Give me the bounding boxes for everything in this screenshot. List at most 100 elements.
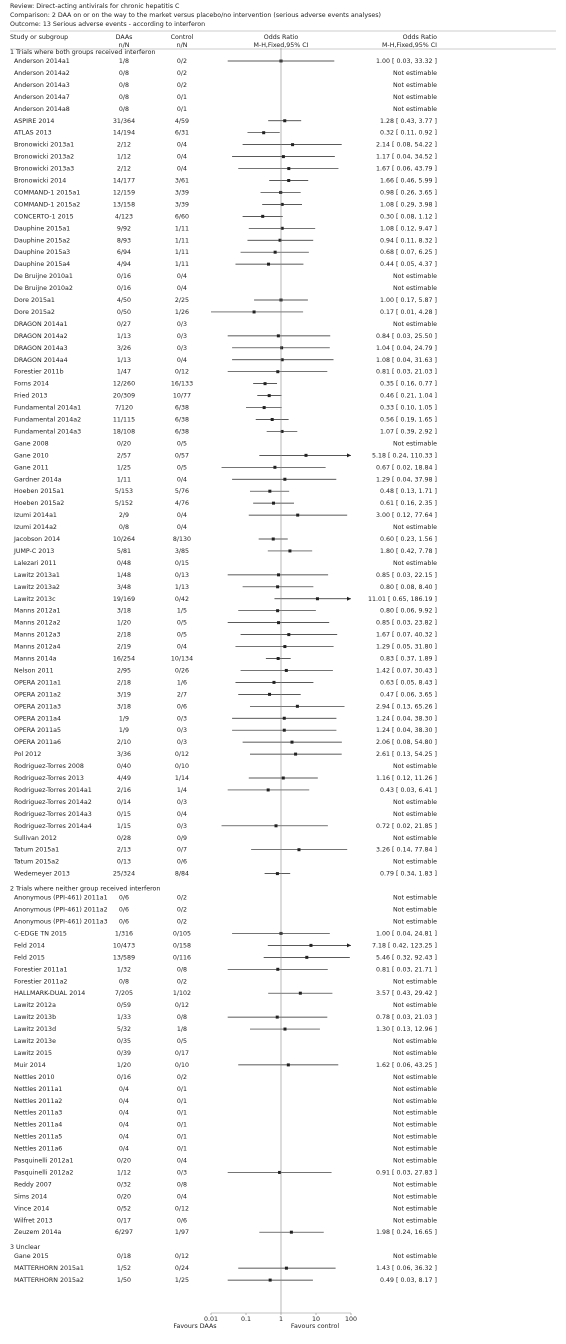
effect-label: Not estimable [393,811,437,818]
effect-label: 0.35 [ 0.16, 0.77 ] [380,381,437,388]
point-estimate [283,477,287,481]
point-estimate [252,310,256,314]
daa-events: 0/13 [117,859,131,866]
effect-label: Not estimable [393,919,437,926]
point-estimate [276,370,280,374]
point-estimate [279,190,283,194]
control-events: 0/4 [177,142,187,149]
effect-label: Not estimable [393,1122,437,1129]
effect-label: 0.80 [ 0.08, 8.40 ] [380,584,437,591]
effect-label: 0.68 [ 0.07, 6.25 ] [380,249,437,256]
control-events: 10/77 [173,393,191,400]
study-name: DRAGON 2014a2 [14,333,68,340]
control-events: 0/26 [175,667,189,674]
control-events: 1/5 [177,608,187,615]
effect-label: 0.80 [ 0.06, 9.92 ] [380,608,437,615]
daa-events: 0/8 [119,82,129,89]
col-daa: DAAs [116,34,133,41]
daa-events: 0/27 [117,321,131,328]
favours-right: Favours control [291,1323,339,1330]
point-estimate [262,406,266,410]
daa-events: 0/20 [117,1158,131,1165]
study-name: Reddy 2007 [14,1181,52,1188]
daa-events: 2/18 [117,632,131,639]
point-estimate [268,1278,272,1282]
control-events: 0/7 [177,847,187,854]
effect-label: Not estimable [393,106,437,113]
point-estimate [277,573,281,577]
study-name: De Bruijne 2010a1 [14,273,73,280]
effect-label: 1.67 [ 0.06, 43.79 ] [376,166,437,173]
daa-events: 0/4 [119,1110,129,1117]
study-name: Dore 2015a2 [14,309,55,316]
point-estimate [287,167,291,171]
control-events: 10/134 [171,656,193,663]
effect-label: 1.00 [ 0.17, 5.87 ] [380,297,437,304]
study-name: Manns 2012a4 [14,644,60,651]
effect-label: Not estimable [393,70,437,77]
study-name: Dore 2015a1 [14,297,55,304]
effect-label: 0.72 [ 0.02, 21.85 ] [376,823,437,830]
point-estimate [286,1063,290,1067]
control-events: 6/38 [175,428,189,435]
col-or: Odds Ratio [264,34,299,41]
daa-events: 1/9 [119,727,129,734]
control-events: 0/4 [177,1158,187,1165]
study-name: Manns 2012a1 [14,608,60,615]
point-estimate [280,226,284,230]
daa-events: 2/12 [117,142,131,149]
control-events: 0/12 [175,1253,189,1260]
col-ctl: Control [171,34,194,41]
control-events: 6/60 [175,213,189,220]
daa-events: 1/33 [117,1014,131,1021]
control-events: 0/4 [177,644,187,651]
point-estimate [288,549,292,553]
daa-events: 1/12 [117,154,131,161]
study-name: OPERA 2011a4 [14,715,61,722]
control-events: 0/1 [177,106,187,113]
study-name: Rodriguez-Torres 2014a4 [14,823,92,830]
study-name: Lawitz 2012a [14,1002,56,1009]
control-events: 1/6 [177,679,187,686]
study-name: Tatum 2015a1 [13,847,59,854]
daa-events: 2/16 [117,787,131,794]
ci-arrow [347,453,351,458]
study-name: MATTERHORN 2015a1 [14,1265,84,1272]
control-events: 0/4 [177,154,187,161]
point-estimate [291,143,295,147]
study-name: Anonymous (PPI-461) 2011a1 [14,895,108,902]
study-name: Nettles 2011a3 [14,1110,62,1117]
daa-events: 0/20 [117,440,131,447]
daa-events: 0/35 [117,1038,131,1045]
daa-events: 3/26 [117,345,131,352]
daa-events: 0/8 [119,106,129,113]
effect-label: 0.78 [ 0.03, 21.03 ] [376,1014,437,1021]
control-events: 0/3 [177,1169,187,1176]
point-estimate [282,728,286,732]
group-title: 2 Trials where neither group received in… [10,886,160,893]
control-events: 16/133 [171,381,193,388]
daa-events: 3/19 [117,691,131,698]
daa-events: 0/20 [117,1193,131,1200]
control-events: 5/76 [175,488,189,495]
outcome: Outcome: 13 Serious adverse events - acc… [10,21,205,28]
x-tick-label: 0.01 [204,1316,218,1323]
control-events: 0/3 [177,345,187,352]
daa-events: 1/48 [117,572,131,579]
control-events: 0/4 [177,285,187,292]
control-events: 0/6 [177,859,187,866]
control-events: 0/10 [175,763,189,770]
study-name: OPERA 2011a2 [14,691,61,698]
daa-events: 1/50 [117,1277,131,1284]
study-name: Wilfret 2013 [14,1217,53,1224]
group-title: 3 Unclear [10,1244,41,1251]
control-events: 0/105 [173,930,191,937]
control-events: 1/11 [175,261,189,268]
point-estimate [280,429,284,433]
daa-events: 0/16 [117,273,131,280]
study-name: Rodriguez-Torres 2008 [14,763,84,770]
effect-label: 1.16 [ 0.12, 11.26 ] [376,775,437,782]
study-name: Gardner 2014a [14,476,62,483]
study-name: Gane 2010 [14,452,49,459]
point-estimate [294,752,298,756]
